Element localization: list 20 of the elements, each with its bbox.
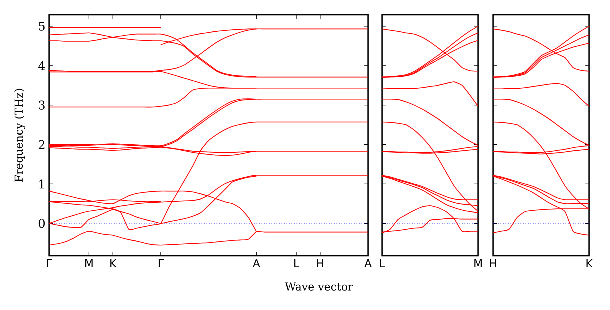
y-tick-label: 0 [38, 219, 45, 228]
x-tick-label: H [317, 260, 324, 268]
x-tick-label: L [380, 260, 386, 268]
x-tick-label: M [86, 260, 93, 268]
x-tick-label: K [586, 260, 594, 268]
x-tick-label: A [364, 260, 372, 268]
x-tick-label: M [474, 260, 482, 268]
y-tick-label: 2 [38, 140, 45, 150]
x-tick-label: Γ [158, 260, 164, 268]
y-tick-label: 3 [39, 100, 45, 110]
y-tick-label: 4 [38, 61, 46, 70]
y-axis-title: Frequency (THz) [14, 89, 26, 182]
x-tick-label: H [490, 260, 496, 268]
x-axis-title: Wave vector [285, 282, 354, 291]
x-tick-label: L [294, 260, 300, 268]
x-tick-label: Γ [47, 260, 52, 268]
x-tick-label: A [252, 260, 260, 268]
y-tick-label: 5 [39, 22, 45, 31]
x-tick-label: K [110, 260, 117, 268]
y-tick-label: 1 [40, 180, 44, 189]
